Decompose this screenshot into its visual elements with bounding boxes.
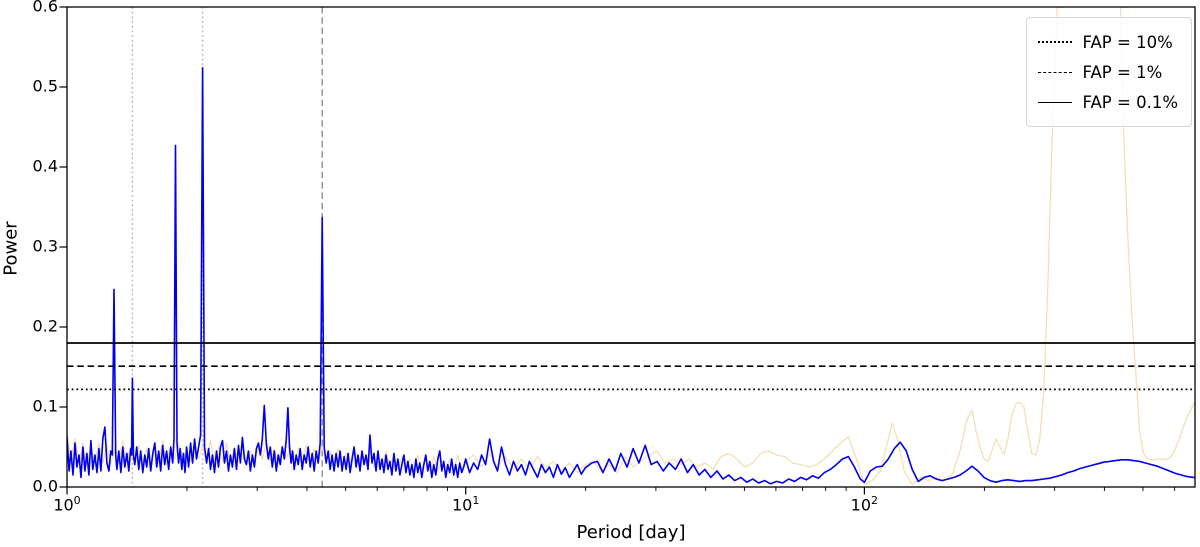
y-tick-label: 0.1 [32,396,58,416]
legend-entry: FAP = 1% [1037,57,1178,87]
x-tick-label: 100 [53,494,81,515]
y-tick-label: 0.0 [32,476,58,496]
legend-label: FAP = 0.1% [1082,92,1178,112]
x-axis-label: Period [day] [576,522,686,543]
x-tick-label: 102 [850,494,879,515]
y-tick-label: 0.2 [32,316,58,336]
legend: FAP = 10% FAP = 1% FAP = 0.1% [1025,17,1192,127]
legend-label: FAP = 1% [1082,62,1163,82]
x-tick-label: 101 [451,494,480,515]
dotted-line-sample-icon [1037,41,1072,43]
y-tick-label: 0.5 [32,76,58,96]
dashed-line-sample-icon [1037,71,1072,73]
y-tick-label: 0.6 [32,0,58,16]
legend-entry: FAP = 0.1% [1037,87,1178,117]
y-tick-label: 0.3 [32,236,58,256]
solid-line-sample-icon [1037,101,1072,103]
legend-entry: FAP = 10% [1037,27,1178,57]
periodogram-line [67,67,1195,485]
window-function-line [67,7,1195,486]
y-tick-label: 0.4 [32,156,58,176]
legend-label: FAP = 10% [1082,32,1173,52]
y-axis-label: Power [0,221,22,276]
